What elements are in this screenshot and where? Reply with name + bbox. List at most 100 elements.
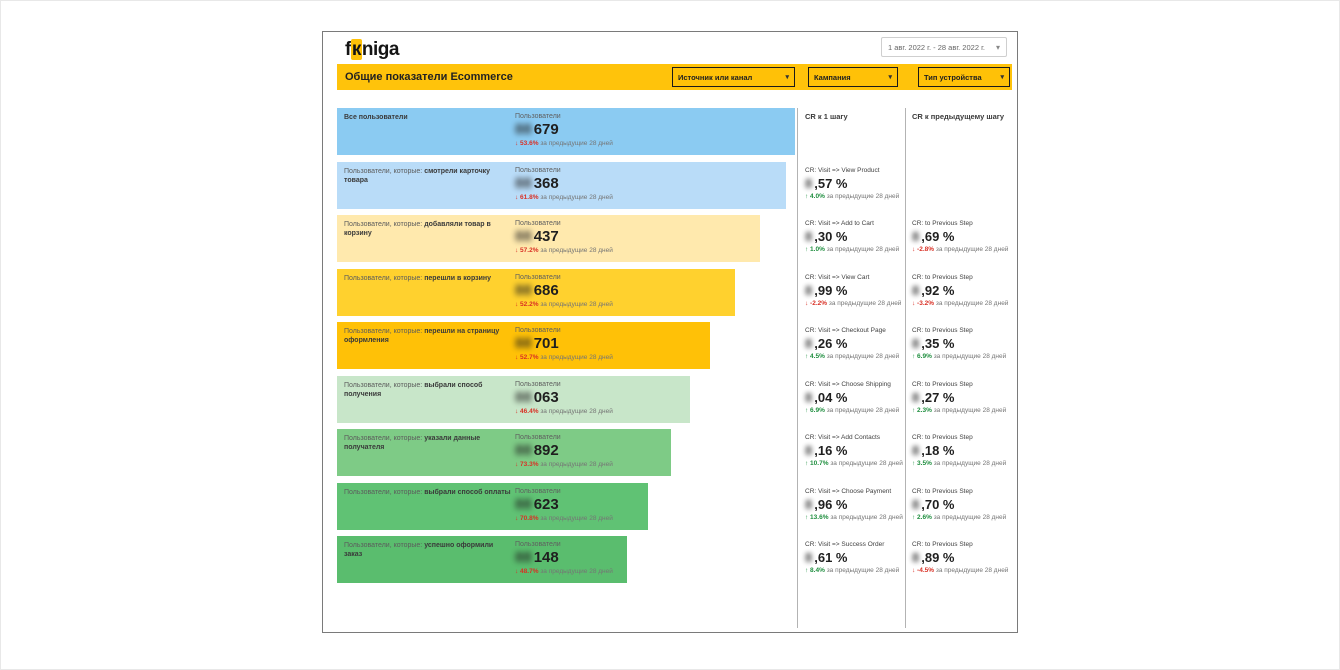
funnel-bar[interactable]: Пользователи, которые: успешно оформили … [337,536,627,583]
delta-period-label: за предыдущие 28 дней [935,246,1009,253]
users-metric-value: 88 368 [515,175,665,192]
users-metric-delta: ↓ 46.4% за предыдущие 28 дней [515,408,665,415]
users-metric-label: Пользователи [515,166,561,174]
cr-metric-title: CR: Visit => Choose Shipping [805,380,891,388]
delta-down-indicator: ↓ -3.2% [912,299,935,307]
page-title: Общие показатели Ecommerce [345,71,513,83]
users-metric: Пользователи 88 148 ↓ 48.7% за предыдущие 2… [515,541,665,575]
delta-down-indicator: ↓ 57.2% [515,247,539,254]
funnel-row: Все пользователи Пользователи 88 679 ↓ 53.6%… [337,108,1017,155]
users-metric-label: Пользователи [515,273,561,281]
delta-down-indicator: ↓ 52.2% [515,300,539,308]
delta-period-label: за предыдущие 28 дней [933,513,1007,521]
funnel-row: Пользователи, которые: добавляли товар в… [337,215,1017,262]
masked-digits: 8 [912,496,920,512]
funnel-bar[interactable]: Все пользователи Пользователи 88 679 ↓ 53.6%… [337,108,795,155]
chevron-down-icon: ▾ [1000,74,1004,81]
funnel-bar[interactable]: Пользователи, которые: выбрали способ по… [337,375,690,423]
cr-metric: CR: Visit => View Product 8,57 % ↑ 4.0% за… [805,167,907,200]
users-metric: Пользователи 88 368 ↓ 61.8% за предыдущие 2… [515,167,665,201]
cr-metric-value: 8,70 % [912,497,1014,512]
funnel-step-label: Пользователи, которые: успешно оформили … [344,542,494,559]
funnel-bar[interactable]: Пользователи, которые: указали данные по… [337,429,671,476]
filter-source-channel[interactable]: Источник или канал ▾ [672,67,795,87]
filter-label: Тип устройства [924,72,982,82]
filter-label: Кампания [814,72,851,82]
delta-up-indicator: ↑ 8.4% [805,567,825,574]
funnel-step-label: Пользователи, которые: смотрели карточку… [344,167,491,184]
cr-metric-value: 8,18 % [912,443,1014,458]
delta-period-label: за предыдущие 28 дней [826,567,900,574]
cr-metric: CR: Visit => Add Contacts 8,16 % ↑ 10.7% з… [805,434,907,467]
masked-digits: 8 [912,389,920,405]
users-visible-digits: 063 [533,388,559,406]
funnel-row: Пользователи, которые: выбрали способ оп… [337,482,1017,530]
cr-metric-value: 8,35 % [912,336,1014,351]
funnel-bar[interactable]: Пользователи, которые: выбрали способ оп… [337,482,648,530]
cr-metric-value: 8,96 % [805,497,907,512]
cr-metric: CR: Visit => Add to Cart 8,30 % ↑ 1.0% за … [805,220,907,253]
masked-digits: 8 [912,336,920,351]
users-metric-label: Пользователи [515,541,561,548]
cr-metric: CR: to Previous Step 8,35 % ↑ 6.9% за пред… [912,327,1014,360]
cr-metric: CR: to Previous Step 8,89 % ↓ -4.5% за пре… [912,541,1014,574]
cr-metric-value: 8,69 % [912,229,1014,244]
masked-digits: 88 [515,549,532,566]
masked-digits: 8 [805,550,813,565]
funnel-row: Пользователи, которые: указали данные по… [337,429,1017,476]
cr-metric: CR: Visit => Checkout Page 8,26 % ↑ 4.5% з… [805,327,907,360]
cr-metric-title: CR: Visit => View Product [805,166,880,174]
cr-visible-digits: ,16 % [814,443,848,458]
users-visible-digits: 437 [533,228,559,245]
users-metric: Пользователи 88 623 ↓ 70.8% за предыдущие 2… [515,488,665,522]
cr-metric-value: 8,04 % [805,390,907,405]
funnel-bar[interactable]: Пользователи, которые: перешли в корзину… [337,268,735,316]
cr-visible-digits: ,99 % [814,282,848,298]
date-range-picker[interactable]: 1 авг. 2022 г. - 28 авг. 2022 г. ▾ [881,37,1007,57]
filter-campaign[interactable]: Кампания ▾ [808,67,898,87]
delta-down-indicator: ↓ 73.3% [515,461,539,468]
users-visible-digits: 892 [533,442,559,459]
delta-period-label: за предыдущие 28 дней [540,193,613,201]
users-metric-value: 88 623 [515,496,665,513]
filter-label: Источник или канал [678,72,753,82]
cr-visible-digits: ,61 % [814,550,848,565]
cr-metric: CR: to Previous Step 8,92 % ↓ -3.2% за пре… [912,274,1014,307]
cr-metric: CR: Visit => Choose Payment 8,96 % ↑ 13.6%… [805,488,907,521]
delta-period-label: за предыдущие 28 дней [540,514,613,522]
delta-period-label: за предыдущие 28 дней [933,353,1007,360]
users-metric-delta: ↓ 70.8% за предыдущие 28 дней [515,515,665,522]
delta-period-label: за предыдущие 28 дней [540,140,613,147]
filter-device-type[interactable]: Тип устройства ▾ [918,67,1010,87]
masked-digits: 88 [515,228,532,245]
delta-period-label: за предыдущие 28 дней [540,354,613,361]
delta-down-indicator: ↓ -2.2% [805,299,828,307]
cr-metric-value: 8,57 % [805,176,907,191]
masked-digits: 8 [805,496,813,512]
cr-visible-digits: ,89 % [921,550,955,565]
users-metric-delta: ↓ 52.7% за предыдущие 28 дней [515,354,665,361]
cr-metric-delta: ↑ 8.4% за предыдущие 28 дней [805,567,907,574]
delta-period-label: за предыдущие 28 дней [826,192,900,200]
users-metric-value: 88 686 [515,282,665,299]
delta-down-indicator: ↓ 52.7% [515,354,539,361]
users-visible-digits: 686 [533,281,559,299]
cr-metric-value: 8,16 % [805,443,907,458]
funnel-bar[interactable]: Пользователи, которые: добавляли товар в… [337,215,760,262]
delta-up-indicator: ↑ 4.0% [805,192,825,200]
users-metric: Пользователи 88 679 ↓ 53.6% за предыдущие 2… [515,113,665,147]
delta-up-indicator: ↑ 13.6% [805,513,829,521]
delta-period-label: за предыдущие 28 дней [540,300,613,308]
cr-metric-value: 8,61 % [805,550,907,565]
funnel-bar[interactable]: Пользователи, которые: смотрели карточку… [337,161,786,209]
cr-visible-digits: ,69 % [921,229,955,244]
masked-digits: 88 [515,281,532,299]
cr-metric-delta: ↓ -3.2% за предыдущие 28 дней [912,300,1014,307]
cr-metric-delta: ↑ 6.9% за предыдущие 28 дней [805,407,907,414]
delta-period-label: за предыдущие 28 дней [933,460,1007,467]
users-visible-digits: 701 [533,335,559,352]
funnel-bar[interactable]: Пользователи, которые: перешли на страни… [337,322,710,369]
users-metric-delta: ↓ 57.2% за предыдущие 28 дней [515,247,665,254]
date-range-label: 1 авг. 2022 г. - 28 авг. 2022 г. [888,42,985,52]
cr-metric-delta: ↑ 6.9% за предыдущие 28 дней [912,353,1014,360]
